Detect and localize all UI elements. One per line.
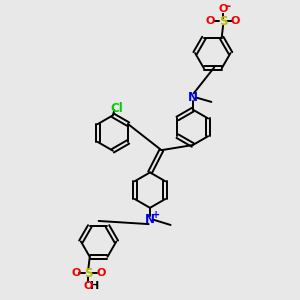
Text: H: H <box>90 281 99 291</box>
Text: S: S <box>219 15 227 28</box>
Text: O: O <box>71 268 80 278</box>
Text: S: S <box>84 267 93 280</box>
Text: O: O <box>206 16 215 26</box>
Text: -: - <box>226 0 231 13</box>
Text: O: O <box>231 16 240 26</box>
Text: O: O <box>218 4 228 14</box>
Text: N: N <box>188 91 198 104</box>
Text: +: + <box>152 210 160 220</box>
Text: O: O <box>96 268 106 278</box>
Text: Cl: Cl <box>111 102 124 115</box>
Text: N: N <box>145 213 155 226</box>
Text: O: O <box>84 281 93 291</box>
